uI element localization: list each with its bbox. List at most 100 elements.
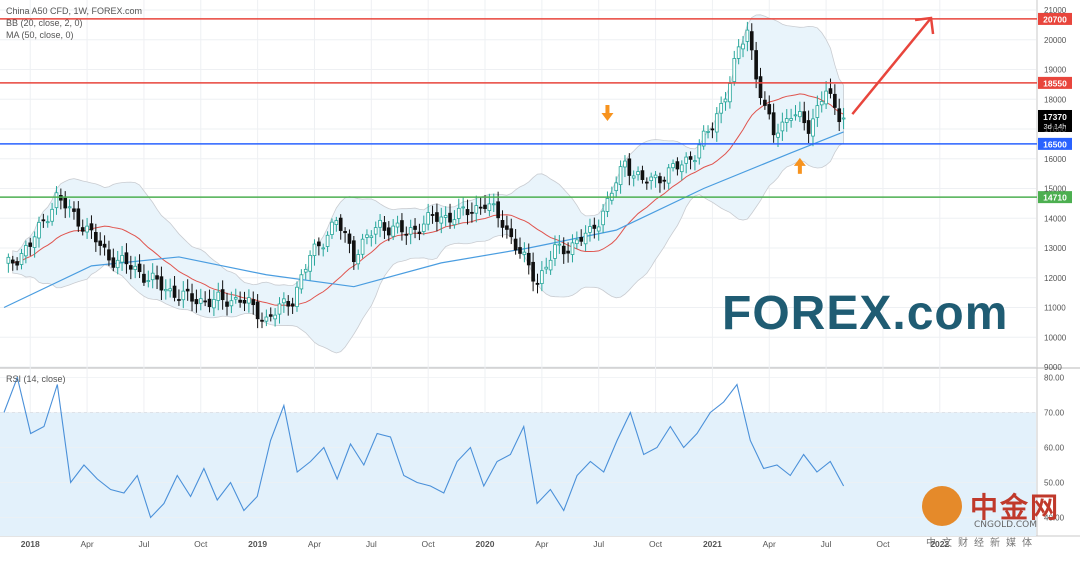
price-tick-label: 19000 <box>1044 66 1067 75</box>
orange-arrow-up-shaft <box>797 164 802 174</box>
candle-body <box>286 301 291 307</box>
level-tag-14710 <box>1038 191 1072 204</box>
candle-body <box>771 112 776 136</box>
candle-body <box>793 114 798 117</box>
candle-body <box>815 105 820 118</box>
cngold-watermark: 中金网 CNGOLD.COM 中文财经新媒体 <box>918 484 1068 550</box>
candle-body <box>308 254 312 272</box>
time-tick-label: 2022 <box>930 539 949 549</box>
price-tick-label: 18000 <box>1044 95 1067 104</box>
candle-body <box>802 111 807 124</box>
candle-body <box>181 290 186 301</box>
candle-body <box>303 268 308 273</box>
cngold-url: CNGOLD.COM <box>974 520 1038 530</box>
candle-body <box>701 130 706 147</box>
bb-legend: BB (20, close, 2, 0) <box>6 18 83 28</box>
candle-body <box>605 198 610 212</box>
price-tick-label: 15000 <box>1044 185 1067 194</box>
ma50-line <box>3 131 844 309</box>
candle-body <box>89 223 94 231</box>
candle-body <box>710 128 715 131</box>
time-tick-label: Apr <box>763 539 776 549</box>
candle-body <box>295 286 299 308</box>
candle-body <box>137 263 142 273</box>
rsi-tick-label: 40.00 <box>1044 514 1065 523</box>
level-tag-16500 <box>1038 137 1072 150</box>
candle-body <box>518 247 522 254</box>
symbol-legend: China A50 CFD, 1W, FOREX.com <box>6 6 143 16</box>
candle-body <box>124 252 129 265</box>
orange-arrow-down-shaft <box>605 105 610 114</box>
candle-body <box>133 265 138 270</box>
candle-body <box>819 101 824 106</box>
candle-body <box>439 216 444 224</box>
candle-body <box>496 201 500 219</box>
price-tick-label: 21000 <box>1044 6 1067 15</box>
candle-body <box>561 245 566 255</box>
candle-body <box>557 243 562 246</box>
candle-body <box>649 176 654 182</box>
candle-body <box>400 220 404 233</box>
candle-body <box>111 257 116 268</box>
level-tag-20700 <box>1038 12 1072 25</box>
candle-body <box>37 221 41 239</box>
candle-body <box>644 181 649 184</box>
candle-body <box>767 104 772 115</box>
candle-body <box>32 236 37 248</box>
price-tick-label: 17000 <box>1044 125 1067 134</box>
level-tag-text-16500: 16500 <box>1043 139 1067 149</box>
candle-body <box>763 99 767 106</box>
candle-body <box>404 233 409 236</box>
candle-body <box>198 298 203 304</box>
candle-body <box>841 117 846 120</box>
time-tick-label: Apr <box>80 539 93 549</box>
time-tick-label: Jul <box>366 539 377 549</box>
candle-body <box>102 243 107 248</box>
candle-body <box>172 285 177 298</box>
candle-body <box>282 298 286 304</box>
candle-body <box>426 212 430 225</box>
candle-body <box>330 221 334 235</box>
candle-body <box>728 83 732 103</box>
level-tag-18550 <box>1038 76 1072 89</box>
candle-body <box>159 276 164 291</box>
candle-body <box>142 273 146 283</box>
candle-body <box>789 118 793 121</box>
rsi-tick-label: 80.00 <box>1044 374 1065 383</box>
candle-body <box>76 208 81 227</box>
candle-body <box>317 241 321 247</box>
candle-body <box>80 227 85 232</box>
candle-body <box>631 175 636 179</box>
rsi-tick-label: 70.00 <box>1044 409 1065 418</box>
candle-body <box>741 43 745 50</box>
candle-body <box>238 299 242 303</box>
candle-body <box>312 243 317 256</box>
candle-body <box>662 179 667 182</box>
candle-body <box>531 261 535 282</box>
candle-body <box>373 227 378 235</box>
candle-body <box>776 132 780 138</box>
level-tag-text-18550: 18550 <box>1043 78 1067 88</box>
candle-body <box>483 204 487 209</box>
candle-body <box>120 255 124 263</box>
candle-body <box>273 314 277 320</box>
candle-body <box>150 272 155 281</box>
candle-body <box>614 182 619 192</box>
rsi-line <box>3 375 845 519</box>
candle-body <box>325 234 330 247</box>
candle-body <box>798 111 802 118</box>
candle-body <box>435 212 439 222</box>
time-tick-label: Oct <box>876 539 890 549</box>
candle-body <box>754 50 758 80</box>
candle-body <box>41 219 46 222</box>
level-tag-text-14710: 14710 <box>1043 193 1067 203</box>
candle-body <box>522 251 527 255</box>
time-tick-label: Oct <box>422 539 436 549</box>
candle-body <box>54 192 59 209</box>
candle-body <box>98 240 103 246</box>
candle-body <box>50 208 54 222</box>
candle-body <box>714 113 719 133</box>
candle-body <box>207 298 212 308</box>
candle-body <box>640 170 645 180</box>
candle-body <box>391 225 396 237</box>
